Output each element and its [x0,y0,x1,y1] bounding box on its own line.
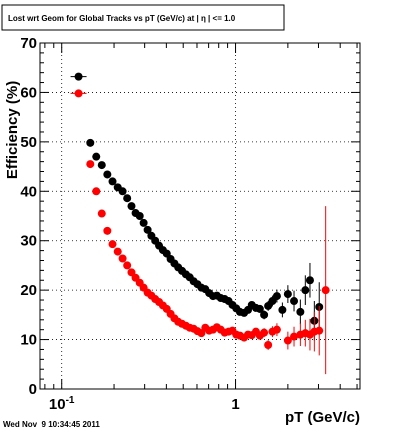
data-point [255,304,264,313]
x-tick-label: 10-1 [49,395,75,413]
y-tick-label: 70 [20,35,37,52]
data-point [127,268,136,277]
y-tick-label: 0 [29,381,37,398]
data-point [321,286,330,295]
x-tick-labels: 10-1 1 [49,395,240,413]
data-point [260,328,269,337]
data-point [127,202,136,211]
x-tick-label: 1 [231,396,239,413]
series-0 [70,72,324,341]
data-point [143,225,152,234]
x-axis-label: pT (GeV/c) [285,409,360,426]
data-point [272,292,281,301]
data-point [74,89,83,98]
data-point [272,325,281,334]
data-point [97,209,106,218]
data-point [283,336,292,345]
title-box [1,4,285,31]
data-point [123,261,132,270]
data-point [118,254,127,263]
data-point [97,161,106,170]
y-tick-label: 50 [20,134,37,151]
y-tick-label: 40 [20,183,37,200]
plot-frame [39,42,361,390]
data-point [296,307,305,316]
data-point [74,72,83,81]
y-tick-label: 20 [20,282,37,299]
data-point [290,297,299,306]
timestamp: Wed Nov 9 10:34:45 2011 [3,420,100,429]
data-point [290,332,299,341]
data-point [113,247,122,256]
y-tick-label: 10 [20,332,37,349]
data-point [92,152,101,161]
data-point [103,226,112,235]
data-point [86,160,95,169]
data-point [103,170,112,179]
chart-title: Lost wrt Geom for Global Tracks vs pT (G… [8,14,236,23]
axis-ticks [40,42,360,390]
data-point [92,187,101,196]
y-tick-label: 30 [20,233,37,250]
y-tick-label: 60 [20,84,37,101]
data-point [278,305,287,314]
data-point [135,212,144,220]
data-point [139,218,148,227]
data-point [108,177,117,186]
y-axis-label: Efficiency (%) [4,81,21,179]
data-point [108,240,117,249]
data-point [264,341,273,350]
data-point [301,286,310,295]
data-point [283,290,292,299]
data-series [70,72,330,375]
data-point [86,138,95,147]
data-point [305,276,314,285]
data-point [118,187,127,196]
data-point [315,326,324,335]
y-tick-labels: 0 10 20 30 40 50 60 70 [20,35,37,398]
data-point [260,310,269,319]
series-1 [70,89,330,375]
data-point [123,194,132,203]
